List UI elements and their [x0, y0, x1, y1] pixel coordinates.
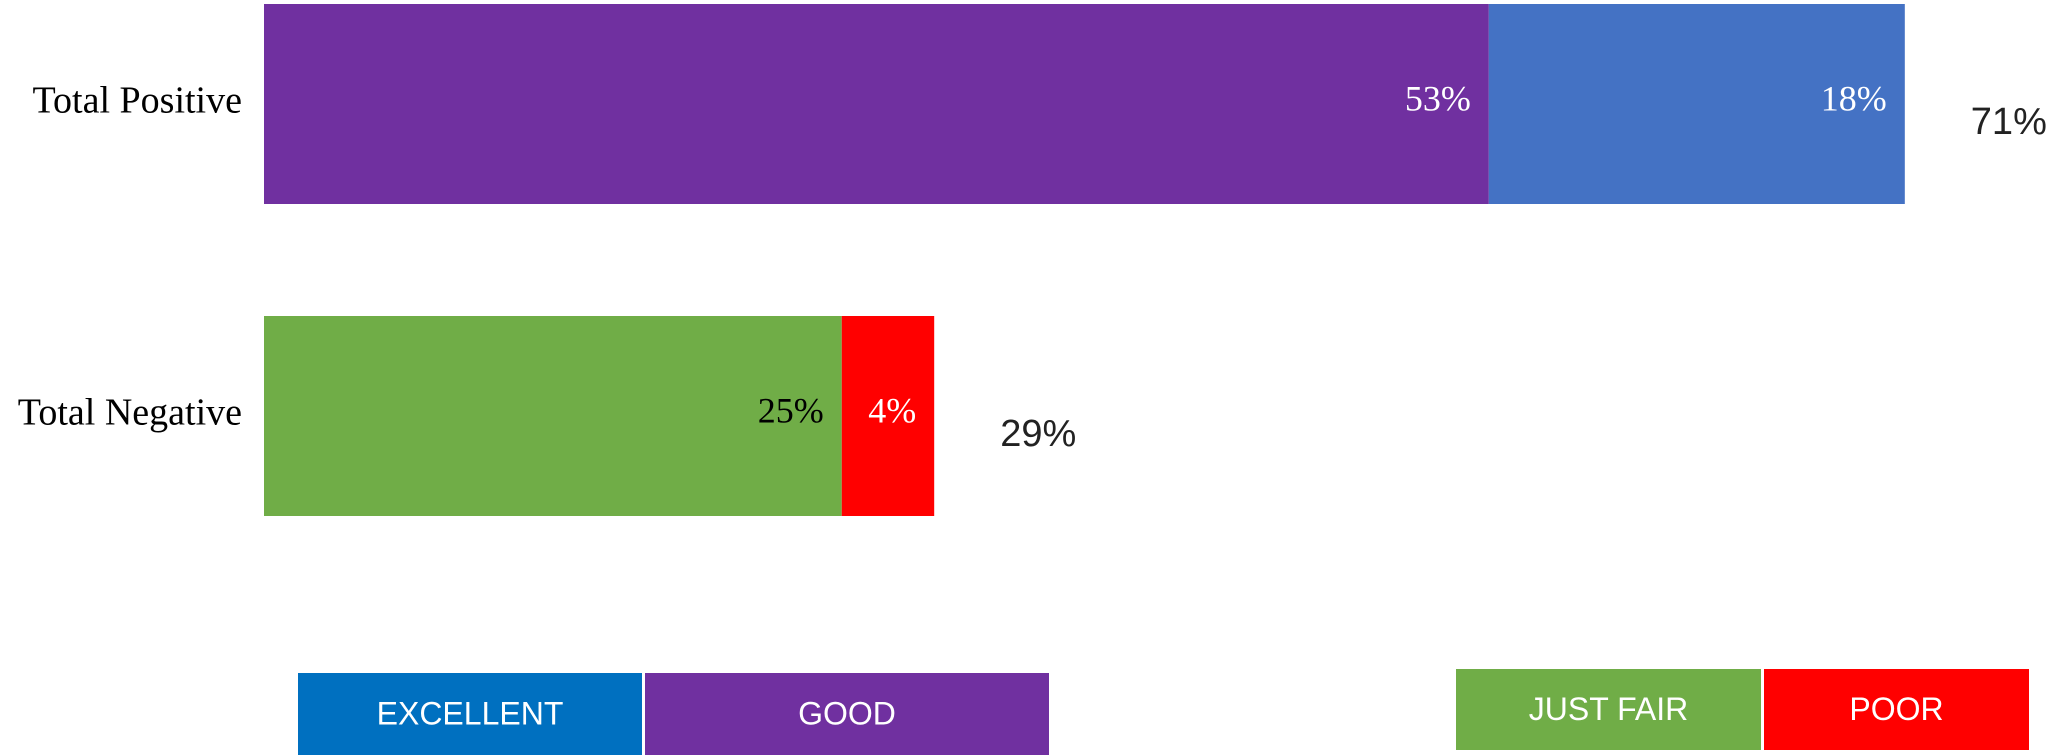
value-label: 4% — [868, 390, 916, 430]
legend-label: GOOD — [798, 695, 896, 731]
legend-label: EXCELLENT — [377, 695, 564, 731]
category-label: Total Positive — [32, 80, 242, 122]
category-label: Total Negative — [18, 392, 242, 434]
total-label: 29% — [1000, 413, 1076, 455]
legend-swatch — [1456, 669, 1761, 750]
total-label: 71% — [1971, 101, 2047, 143]
legend-label: POOR — [1849, 691, 1943, 727]
legend-swatch — [298, 673, 642, 755]
legend-swatch — [1764, 669, 2029, 750]
value-label: 18% — [1821, 78, 1887, 118]
legend-swatch — [645, 673, 1049, 755]
value-label: 25% — [758, 390, 824, 430]
bar-segment — [1488, 4, 1905, 204]
bar-segment — [841, 316, 935, 516]
legend-label: JUST FAIR — [1529, 691, 1688, 727]
bar-segment — [264, 4, 1489, 204]
value-label: 53% — [1405, 78, 1471, 118]
bar-segment — [264, 316, 842, 516]
